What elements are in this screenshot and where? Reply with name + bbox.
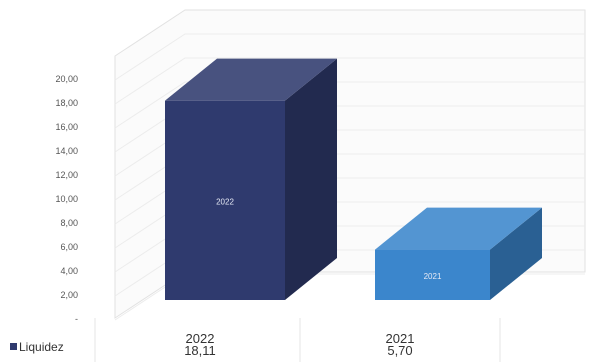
y-tick-label: 18,00 <box>55 98 78 108</box>
y-tick-label: 8,00 <box>60 218 78 228</box>
y-tick-label: 10,00 <box>55 194 78 204</box>
category-label-2022: 2022 <box>186 331 215 346</box>
value-label-2022: 18,11 <box>184 343 216 358</box>
y-tick-label: 20,00 <box>55 74 78 84</box>
y-axis: 20,00 18,00 16,00 14,00 12,00 10,00 8,00 6,00 4,… <box>55 74 78 324</box>
y-tick-label: 6,00 <box>60 242 78 252</box>
legend-marker <box>10 343 17 350</box>
y-tick-label: 2,00 <box>60 290 78 300</box>
bar-series-liquidez: 2022 2021 <box>165 58 542 301</box>
category-label-2021: 2021 <box>386 331 415 346</box>
bar-side-face <box>490 207 542 300</box>
bar-inner-label: 2022 <box>216 197 234 206</box>
bar-side-face <box>285 58 337 301</box>
y-tick-label: 4,00 <box>60 266 78 276</box>
gridline <box>114 33 585 81</box>
bar-2022: 2022 <box>165 58 337 301</box>
bar-front-face <box>165 100 285 301</box>
bar-top-face <box>165 58 337 101</box>
bar-2021: 2021 <box>375 207 542 300</box>
value-label-2021: 5,70 <box>387 343 412 358</box>
legend-label: Liquidez <box>19 340 64 354</box>
gridline <box>114 57 585 105</box>
y-tick-label: 16,00 <box>55 122 78 132</box>
y-tick-label: 14,00 <box>55 146 78 156</box>
bar-top-face <box>375 207 542 250</box>
bar-front-face <box>375 249 490 300</box>
y-tick-label: - <box>75 314 78 324</box>
data-table: Liquidez 2022 18,11 2021 5,70 <box>10 318 501 362</box>
gridline <box>114 81 585 129</box>
bar-inner-label: 2021 <box>424 272 442 281</box>
y-tick-label: 12,00 <box>55 170 78 180</box>
